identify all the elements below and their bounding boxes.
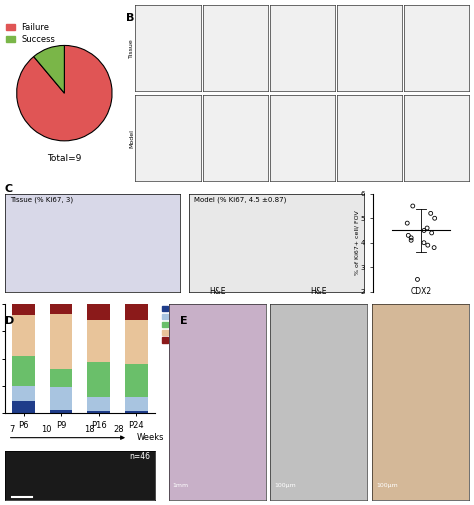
Text: E: E — [180, 316, 188, 326]
Point — [427, 209, 435, 217]
Text: 18: 18 — [83, 425, 94, 434]
Legend: Failure, Success: Failure, Success — [3, 20, 58, 47]
Wedge shape — [34, 45, 64, 93]
Bar — [87, 304, 110, 321]
Point — [403, 219, 411, 227]
Legend: ≤44, 45, 46, 47, ≥48: ≤44, 45, 46, 47, ≥48 — [162, 306, 190, 344]
Text: 10: 10 — [42, 425, 52, 434]
Text: 1mm: 1mm — [173, 483, 189, 488]
Text: 100μm: 100μm — [376, 483, 398, 488]
Point — [430, 243, 438, 251]
Bar — [50, 304, 73, 314]
Bar — [50, 370, 73, 387]
Bar — [125, 396, 147, 411]
Bar — [12, 304, 35, 315]
Point — [431, 214, 438, 222]
Point — [428, 229, 436, 237]
Text: Weeks: Weeks — [137, 433, 164, 442]
Bar — [87, 396, 110, 411]
Y-axis label: % of Ki67+ cell/ FOV: % of Ki67+ cell/ FOV — [355, 211, 359, 275]
Text: n=46: n=46 — [129, 452, 151, 461]
Bar — [125, 321, 147, 364]
Point — [420, 239, 428, 247]
Text: CDX2: CDX2 — [410, 287, 431, 296]
Bar — [87, 321, 110, 362]
Bar — [125, 411, 147, 413]
Point — [423, 224, 431, 232]
Point — [407, 234, 415, 242]
Text: Model (% Ki67, 4.5 ±0.87): Model (% Ki67, 4.5 ±0.87) — [194, 197, 286, 203]
Bar — [12, 386, 35, 401]
Text: C: C — [5, 184, 13, 194]
Wedge shape — [17, 45, 112, 141]
Bar — [50, 314, 73, 370]
Point — [404, 231, 412, 239]
Text: 28: 28 — [114, 425, 124, 434]
Point — [409, 202, 417, 210]
Text: Tissue (% Ki67, 3): Tissue (% Ki67, 3) — [10, 197, 73, 203]
Bar — [50, 387, 73, 410]
Point — [424, 241, 432, 249]
Bar — [125, 364, 147, 396]
Point — [420, 226, 428, 234]
Text: 7: 7 — [9, 425, 15, 434]
Bar — [12, 357, 35, 386]
Bar — [125, 304, 147, 321]
Bar — [12, 401, 35, 413]
Bar — [87, 362, 110, 396]
Y-axis label: Tissue: Tissue — [129, 38, 134, 58]
Point — [414, 275, 421, 283]
Y-axis label: Model: Model — [129, 129, 134, 147]
Text: H&E: H&E — [310, 287, 327, 296]
Bar — [12, 315, 35, 357]
Text: D: D — [5, 316, 14, 326]
Bar — [87, 411, 110, 413]
Point — [407, 236, 415, 244]
Text: H&E: H&E — [209, 287, 225, 296]
Text: Total=9: Total=9 — [47, 155, 82, 164]
Text: B: B — [126, 13, 134, 23]
Text: 100μm: 100μm — [274, 483, 296, 488]
Bar — [50, 410, 73, 413]
